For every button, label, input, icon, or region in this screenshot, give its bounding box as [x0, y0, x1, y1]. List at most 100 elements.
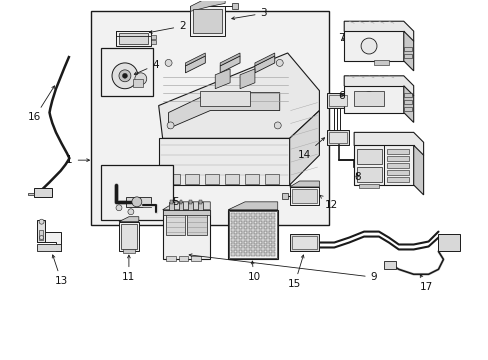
Bar — [250, 243, 254, 247]
Bar — [250, 213, 254, 217]
Bar — [255, 233, 259, 237]
Bar — [383, 261, 395, 269]
Bar — [270, 238, 274, 242]
Bar — [121, 224, 137, 249]
Bar — [91, 11, 328, 225]
Bar — [232, 3, 238, 9]
Bar — [255, 213, 259, 217]
Bar — [260, 238, 264, 242]
Bar — [265, 218, 269, 222]
Polygon shape — [413, 145, 423, 195]
Bar — [236, 247, 240, 251]
Bar — [270, 243, 274, 247]
Bar — [255, 238, 259, 242]
Bar — [245, 233, 249, 237]
Polygon shape — [119, 217, 139, 222]
Text: 7: 7 — [337, 33, 344, 43]
Bar — [191, 256, 201, 261]
Bar — [189, 200, 192, 204]
Polygon shape — [228, 202, 277, 210]
Bar — [353, 91, 383, 105]
Bar — [245, 238, 249, 242]
Polygon shape — [344, 86, 403, 113]
Bar — [270, 247, 274, 251]
Polygon shape — [344, 76, 413, 96]
Bar — [198, 202, 203, 210]
Bar — [255, 252, 259, 256]
Bar — [245, 228, 249, 231]
Polygon shape — [185, 53, 205, 66]
Bar — [236, 243, 240, 247]
Bar — [101, 48, 152, 96]
Bar — [250, 252, 254, 256]
Bar — [241, 243, 244, 247]
Bar — [241, 228, 244, 231]
Bar — [265, 213, 269, 217]
Polygon shape — [158, 53, 319, 138]
Bar — [241, 247, 244, 251]
Text: 2: 2 — [149, 21, 185, 33]
Bar — [328, 132, 346, 143]
Bar — [224, 174, 239, 184]
Bar — [245, 247, 249, 251]
Circle shape — [116, 205, 122, 211]
Bar — [265, 243, 269, 247]
Bar — [241, 233, 244, 237]
Polygon shape — [353, 145, 413, 185]
Bar — [265, 238, 269, 242]
Bar — [231, 233, 235, 237]
Bar — [250, 223, 254, 227]
Polygon shape — [353, 132, 423, 155]
Bar — [260, 247, 264, 251]
Text: 3: 3 — [231, 8, 266, 19]
Circle shape — [165, 59, 172, 66]
Circle shape — [112, 63, 138, 89]
Bar — [178, 256, 188, 261]
Bar — [169, 200, 172, 204]
Polygon shape — [344, 21, 413, 41]
Text: 15: 15 — [287, 255, 304, 289]
Bar — [386, 177, 408, 182]
Bar — [250, 233, 254, 237]
Polygon shape — [220, 53, 240, 66]
Circle shape — [40, 235, 43, 239]
Bar — [231, 228, 235, 231]
Polygon shape — [185, 56, 205, 73]
Bar — [199, 200, 202, 204]
Text: 6: 6 — [337, 91, 344, 101]
Bar — [150, 35, 155, 39]
Bar — [265, 247, 269, 251]
Polygon shape — [254, 53, 274, 66]
Bar — [187, 213, 207, 235]
Text: 8: 8 — [353, 172, 360, 182]
Bar — [264, 174, 278, 184]
Bar — [255, 243, 259, 247]
Bar — [241, 223, 244, 227]
Circle shape — [39, 219, 44, 224]
Bar — [386, 163, 408, 168]
Bar — [244, 174, 258, 184]
Bar — [241, 252, 244, 256]
Text: 16: 16 — [28, 86, 54, 122]
Circle shape — [135, 73, 146, 85]
Text: 12: 12 — [319, 195, 337, 210]
Circle shape — [274, 122, 281, 129]
Bar — [260, 252, 264, 256]
Polygon shape — [240, 69, 254, 89]
Bar — [39, 230, 42, 239]
Bar — [231, 243, 235, 247]
Circle shape — [128, 209, 134, 215]
Bar — [270, 223, 274, 227]
Bar — [236, 223, 240, 227]
Bar — [260, 228, 264, 231]
Bar — [270, 213, 274, 217]
Polygon shape — [200, 91, 249, 105]
Circle shape — [361, 92, 375, 105]
Bar — [438, 234, 459, 251]
Bar — [126, 197, 150, 207]
Text: 13: 13 — [52, 255, 68, 286]
Circle shape — [167, 122, 174, 129]
Bar — [250, 247, 254, 251]
Bar — [37, 244, 61, 251]
Polygon shape — [163, 210, 210, 215]
